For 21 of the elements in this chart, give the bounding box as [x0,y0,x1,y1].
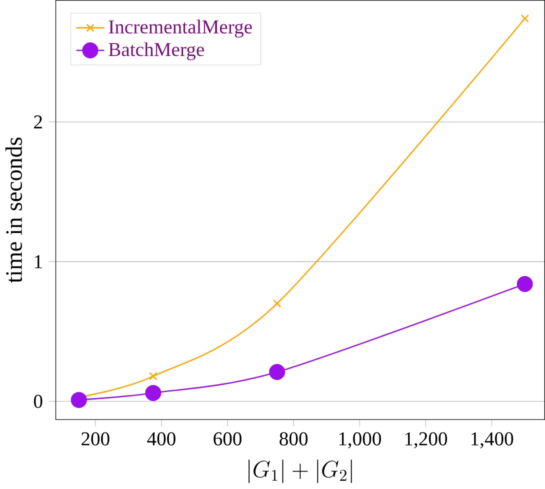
x-tick-label: 1,400 [471,432,514,449]
x-axis-title: $|G_1| + |G_2|$ [248,460,352,484]
point [269,364,286,380]
x-tick-label: 600 [214,432,242,446]
point [149,372,158,381]
y-tick-label: 1 [34,255,42,268]
x-tick-label: 400 [147,432,176,446]
x-tick-label: 800 [280,432,308,446]
x-tick-label: 1,200 [405,432,448,449]
legend-label: IncrementalMerge [108,20,252,38]
point [516,276,533,292]
legend-label: BatchMerge [108,42,204,60]
y-tick-label: 2 [34,116,42,129]
x-tick-label: 1,000 [339,432,381,449]
y-tick-label: 0 [34,394,42,408]
y-axis-title: time in seconds [5,138,22,284]
point [145,385,162,402]
point [272,300,282,308]
point [520,14,529,23]
x-tick-label: 200 [82,432,110,446]
point [70,392,87,408]
